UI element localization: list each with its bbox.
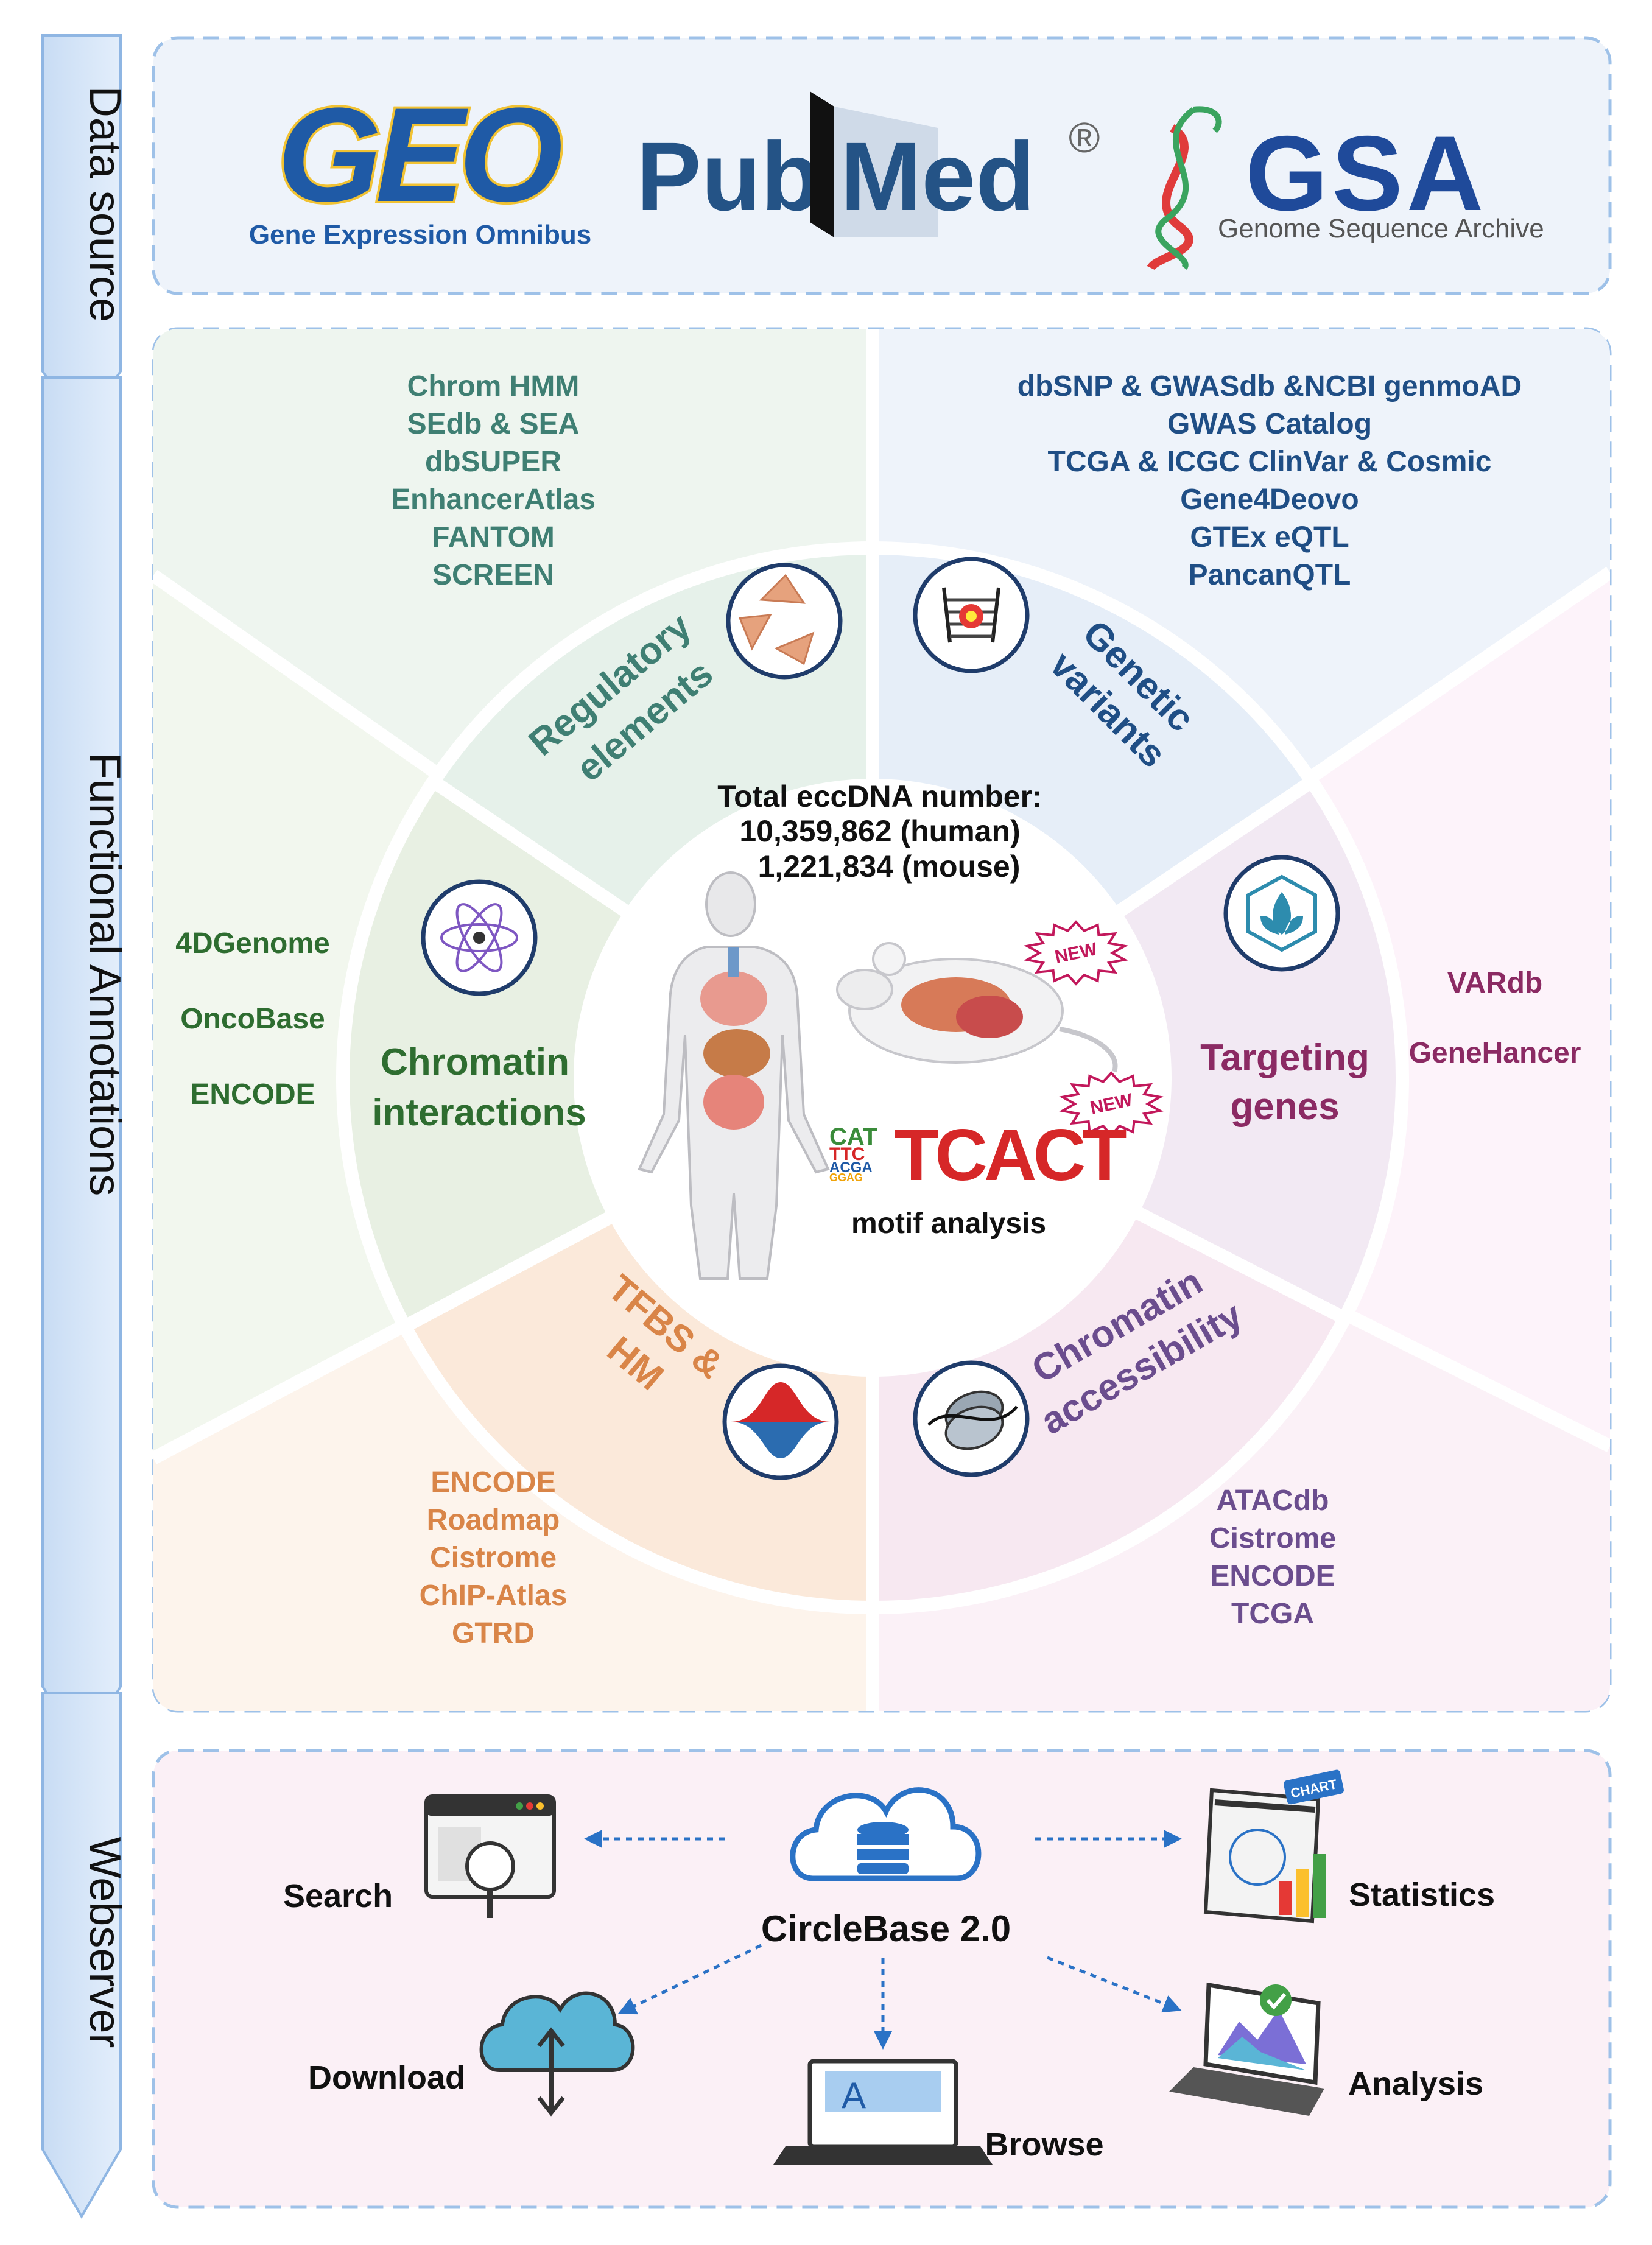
genetic-source-item: dbSNP & GWASdb &NCBI genmoAD: [1018, 370, 1522, 402]
new-badge-mouse: NEW: [1024, 920, 1128, 986]
targeting-title-1: Targeting: [1200, 1037, 1369, 1079]
browse-label: Browse: [985, 2126, 1103, 2163]
regulatory-source-item: FANTOM: [432, 521, 555, 553]
motif-small-4: GGAG: [829, 1172, 863, 1184]
atom-icon: [421, 879, 538, 996]
analysis-node[interactable]: Analysis: [1169, 1982, 1483, 2116]
genetic-source-item: GWAS Catalog: [1167, 408, 1372, 440]
genetic-source-item: GTEx eQTL: [1190, 521, 1349, 553]
side-arrow-webserver: Webserver: [41, 1692, 129, 2219]
intestine-icon: [703, 1075, 764, 1130]
side-arrow-data-source: Data source: [41, 34, 129, 429]
laptop-icon: A: [773, 2059, 993, 2165]
lungs-icon: [700, 971, 767, 1026]
cloud-database-icon: [790, 1787, 982, 1881]
accessibility-source-item: Cistrome: [1209, 1522, 1336, 1555]
cloud-download-icon: [479, 1991, 635, 2117]
arrow-to-download: [617, 1944, 762, 2015]
accessibility-source-item: TCGA: [1231, 1598, 1314, 1630]
genetic-source-item: TCGA & ICGC ClinVar & Cosmic: [1048, 446, 1492, 478]
dna-helix-icon: [1147, 106, 1222, 271]
data-source-panel: GEO Gene Expression Omnibus Pub Med ® GS…: [152, 36, 1612, 295]
search-window-icon: [424, 1794, 556, 1918]
targeting-source-item: GeneHancer: [1409, 1037, 1581, 1069]
tfbs-source-item: ENCODE: [431, 1466, 555, 1498]
regulatory-source-item: SCREEN: [432, 559, 554, 591]
nucleosome-icon: [913, 1360, 1030, 1477]
flow-arrows: [584, 1830, 1182, 2050]
search-label: Search: [283, 1878, 393, 1914]
regulatory-source-item: Chrom HMM: [407, 370, 580, 402]
pubmed-logo-pub: Pub: [636, 122, 820, 231]
interactions-title-2: interactions: [372, 1092, 586, 1134]
tfbs-source-item: Roadmap: [427, 1504, 560, 1536]
side-label-functional-annotations: Functional Annotations: [80, 753, 129, 1196]
genetic-source-item: Gene4Deovo: [1180, 483, 1359, 516]
center-mouse-count: 1,221,834 (mouse): [758, 849, 1021, 884]
download-label: Download: [308, 2059, 465, 2096]
pubmed-logo: Pub Med ®: [636, 91, 1100, 237]
analysis-label: Analysis: [1348, 2065, 1483, 2102]
interactions-source-item: ENCODE: [190, 1078, 315, 1111]
pubmed-logo-med: Med: [840, 122, 1035, 231]
interactions-source-item: 4DGenome: [175, 927, 329, 960]
tfbs-source-item: Cistrome: [430, 1542, 557, 1574]
gsa-logo-text: GSA: [1245, 114, 1487, 233]
genetic-source-item: PancanQTL: [1189, 559, 1351, 591]
search-node[interactable]: Search: [283, 1794, 556, 1918]
center-content: Total eccDNA number: 10,359,862 (human) …: [638, 779, 1164, 1280]
targeting-genes-sector: Targeting genes: [1200, 855, 1369, 1128]
motif-analysis-label: motif analysis: [851, 1207, 1046, 1240]
statistics-label: Statistics: [1349, 1877, 1495, 1913]
chart-board-icon: CHART: [1203, 1769, 1344, 1924]
motif-logo: CAT TTC ACGA GGAG TCACT: [829, 1114, 1130, 1196]
download-node[interactable]: Download: [308, 1991, 635, 2117]
human-body-icon: [638, 871, 830, 1280]
motif-main-letters: TCACT: [894, 1114, 1127, 1196]
gsa-caption: Genome Sequence Archive: [1218, 214, 1544, 244]
accessibility-source-item: ATACdb: [1217, 1484, 1329, 1517]
side-label-webserver: Webserver: [80, 1837, 129, 2048]
motif-small-2: TTC: [829, 1144, 865, 1164]
webserver-panel: CircleBase 2.0 Search: [152, 1749, 1612, 2209]
chromatin-interactions-sector: Chromatin interactions: [372, 879, 586, 1134]
stomach-icon: [703, 1029, 770, 1078]
dna-mutation-icon: [913, 557, 1030, 673]
tfbs-source-item: ChIP-Atlas: [420, 1579, 568, 1612]
statistics-node[interactable]: CHART Statistics: [1203, 1769, 1495, 1924]
center-human-count: 10,359,862 (human): [739, 814, 1020, 848]
pubmed-book-icon: [810, 91, 834, 237]
recycle-icon: [726, 563, 843, 680]
gsa-logo: GSA Genome Sequence Archive: [1147, 106, 1544, 271]
functional-annotations-panel: [152, 327, 1612, 1713]
geo-caption: Gene Expression Omnibus: [249, 220, 591, 250]
targeting-title-2: genes: [1230, 1086, 1339, 1128]
regulatory-source-item: SEdb & SEA: [407, 408, 580, 440]
regulatory-source-item: EnhancerAtlas: [391, 483, 596, 516]
interactions-source-item: OncoBase: [180, 1003, 325, 1035]
pubmed-registered-mark: ®: [1069, 114, 1100, 161]
circlebase-hub-label: CircleBase 2.0: [761, 1908, 1011, 1949]
signal-peak-icon: [722, 1363, 839, 1480]
side-label-data-source: Data source: [80, 86, 129, 322]
browse-node[interactable]: A Browse: [773, 2059, 1104, 2165]
new-badge-motif: NEW: [1059, 1071, 1164, 1137]
laptop-screen-letter: A: [842, 2075, 866, 2116]
laptop-analysis-icon: [1169, 1982, 1324, 2116]
tfbs-source-item: GTRD: [452, 1617, 535, 1649]
center-title: Total eccDNA number:: [717, 779, 1042, 813]
targeting-source-item: VARdb: [1447, 967, 1542, 999]
accessibility-source-item: ENCODE: [1210, 1560, 1335, 1592]
geo-logo-text: GEO: [278, 80, 561, 230]
motif-small-1: CAT: [829, 1123, 877, 1150]
motif-small-3: ACGA: [829, 1159, 873, 1176]
source-lists: Chrom HMM SEdb & SEA dbSUPER EnhancerAtlas F…: [175, 370, 1581, 1649]
side-arrow-functional-annotations: Functional Annotations: [41, 376, 129, 1750]
arrow-to-analysis: [1047, 1956, 1182, 2013]
lotus-target-icon: [1223, 855, 1340, 972]
regulatory-source-item: dbSUPER: [425, 446, 561, 478]
mouse-icon: [836, 942, 1118, 1073]
geo-logo: GEO Gene Expression Omnibus: [249, 77, 591, 250]
interactions-title-1: Chromatin: [381, 1041, 569, 1083]
